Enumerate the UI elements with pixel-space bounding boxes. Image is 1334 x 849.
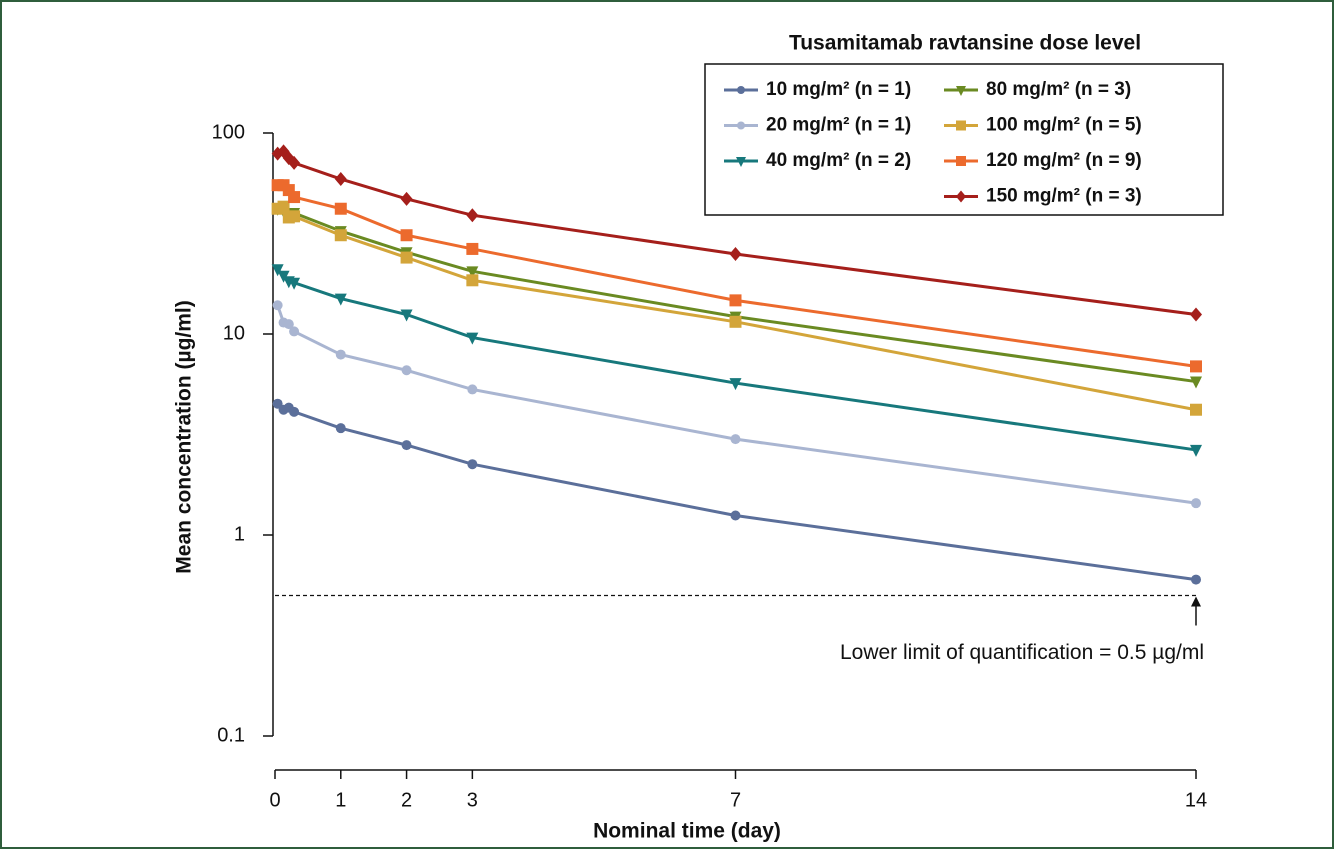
x-axis-title: Nominal time (day) <box>593 820 781 843</box>
legend-label: 20 mg/m² (n = 1) <box>766 115 911 136</box>
marker <box>288 210 301 223</box>
marker <box>1190 376 1202 389</box>
marker <box>730 510 741 521</box>
x-tick-label: 1 <box>335 789 346 811</box>
marker <box>729 315 742 328</box>
marker <box>400 191 413 206</box>
x-tick-label: 2 <box>401 789 412 811</box>
marker <box>400 309 413 322</box>
legend-label: 40 mg/m² (n = 2) <box>766 150 911 171</box>
y-tick-label: 1 <box>234 523 245 545</box>
legend-title: Tusamitamab ravtansine dose level <box>789 32 1141 55</box>
marker <box>956 86 966 96</box>
marker <box>401 365 412 376</box>
marker <box>334 202 347 215</box>
marker <box>1190 403 1202 416</box>
marker <box>335 349 346 360</box>
marker <box>1190 307 1202 322</box>
legend-label: 10 mg/m² (n = 1) <box>766 79 911 100</box>
marker <box>466 274 479 287</box>
marker <box>288 277 301 290</box>
marker <box>334 293 347 306</box>
marker <box>289 326 300 337</box>
y-tick-label: 0.1 <box>217 724 245 746</box>
marker <box>466 266 479 279</box>
marker <box>1191 574 1201 585</box>
marker <box>1191 498 1201 509</box>
marker <box>736 157 746 167</box>
y-tick-label: 10 <box>223 322 245 344</box>
legend-box <box>704 63 1224 216</box>
marker <box>737 121 745 130</box>
marker <box>277 200 290 213</box>
x-tick-label: 3 <box>467 789 478 811</box>
marker <box>956 120 966 131</box>
series-line <box>277 183 1197 368</box>
legend-label: 120 mg/m² (n = 9) <box>986 150 1142 171</box>
marker <box>466 332 479 345</box>
marker <box>272 300 283 311</box>
marker <box>1190 360 1202 373</box>
marker <box>334 229 347 242</box>
series-line <box>277 149 1197 317</box>
legend-label: 80 mg/m² (n = 3) <box>986 79 1131 100</box>
marker <box>956 190 966 203</box>
y-tick-label: 100 <box>212 121 245 143</box>
marker <box>466 242 479 255</box>
y-axis-title: Mean concentration (µg/ml) <box>173 300 196 573</box>
legend-label: 100 mg/m² (n = 5) <box>986 115 1142 136</box>
marker <box>729 294 742 307</box>
marker <box>334 172 347 187</box>
marker <box>283 319 294 330</box>
marker <box>729 247 742 262</box>
marker <box>737 86 745 94</box>
marker <box>400 229 413 242</box>
marker <box>288 155 301 170</box>
marker <box>467 459 478 470</box>
series-line <box>276 304 1197 505</box>
marker <box>288 191 301 204</box>
marker <box>401 440 412 451</box>
marker <box>730 434 741 445</box>
marker <box>400 251 413 264</box>
marker <box>729 378 742 391</box>
marker <box>271 264 284 277</box>
marker <box>466 208 479 223</box>
marker <box>956 156 966 166</box>
x-tick-label: 7 <box>730 789 741 811</box>
x-tick-label: 14 <box>1185 789 1207 811</box>
marker <box>289 406 300 417</box>
reference-label: Lower limit of quantification = 0.5 µg/m… <box>840 641 1204 664</box>
x-tick-label: 0 <box>269 789 280 811</box>
marker <box>335 423 346 434</box>
marker <box>1190 444 1202 457</box>
legend-label: 150 mg/m² (n = 3) <box>986 186 1142 207</box>
marker <box>467 384 478 395</box>
